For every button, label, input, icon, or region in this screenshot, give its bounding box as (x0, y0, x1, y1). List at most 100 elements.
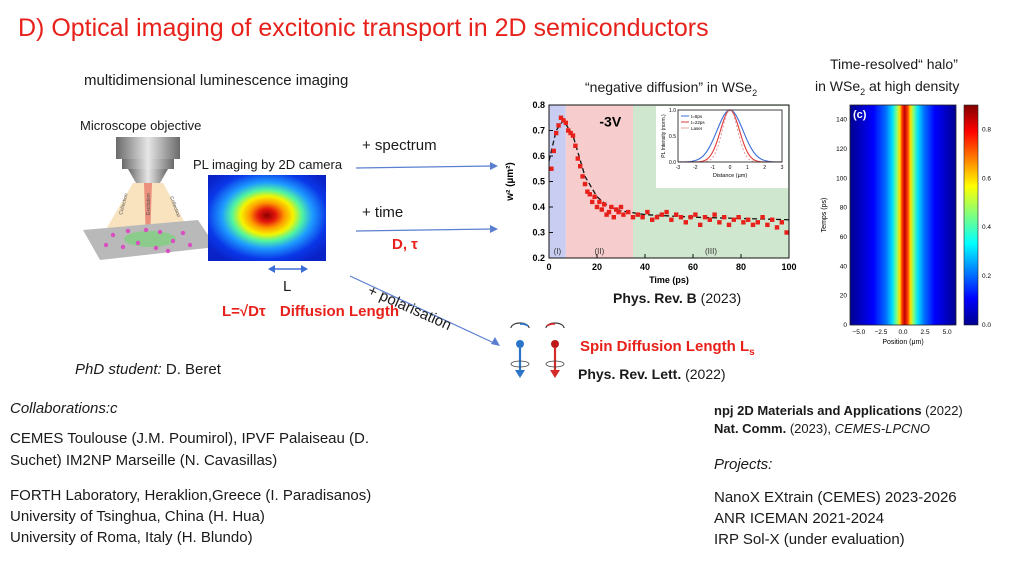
heatmap-y-tick-label: 40 (840, 263, 848, 270)
data-point (630, 215, 636, 220)
project-3: IRP Sol-X (under evaluation) (714, 531, 905, 548)
objective-ring (122, 159, 174, 169)
region-label: (I) (554, 247, 562, 256)
data-point (693, 212, 698, 217)
region-label: (III) (705, 247, 717, 256)
data-point (621, 212, 626, 217)
x-tick-label: 80 (736, 262, 746, 272)
main-chart-title-subscript: 2 (752, 87, 758, 98)
data-point (594, 204, 600, 210)
data-point (707, 217, 712, 222)
prb-journal: Phys. Rev. B (613, 290, 697, 306)
data-point (741, 220, 746, 225)
data-point (549, 166, 554, 171)
data-point (618, 204, 624, 210)
data-point (678, 215, 684, 220)
pub1-year: (2022) (921, 403, 963, 418)
microscope-illustration: Collection Excitation Collection (83, 137, 216, 260)
slide-subtitle: multidimensional luminescence imaging (84, 72, 349, 89)
data-point (582, 181, 588, 187)
data-point (611, 215, 616, 220)
region-band (565, 105, 633, 258)
inset-x-tick-label: -2 (693, 165, 698, 171)
objective-body (116, 137, 180, 159)
data-point (566, 128, 571, 133)
data-point (688, 215, 693, 220)
phd-name: D. Beret (161, 361, 221, 378)
l-scale-arrow (268, 265, 308, 273)
x-tick-label: 100 (781, 262, 796, 272)
heatmap-y-tick-label: 20 (840, 293, 848, 300)
data-point (563, 120, 568, 126)
data-point (712, 212, 717, 217)
inset-x-tick-label: 0 (729, 165, 732, 171)
prb-year: (2023) (696, 290, 742, 306)
data-point (774, 225, 780, 230)
data-point (602, 202, 607, 207)
y-tick-label: 0.8 (532, 100, 545, 110)
data-point (597, 199, 602, 205)
inset-frame (677, 109, 783, 163)
inset-legend-label: t=8ps (691, 114, 703, 119)
data-point (554, 130, 559, 136)
wse2-diffusion-chart: (I) (II) (III)0 20 40 60 80 1000.20.30.40.50.60… (505, 100, 797, 285)
data-point (570, 133, 576, 138)
inset-y-tick-label: 1.0 (669, 108, 676, 114)
pub1-journal: npj 2D Materials and Applications (714, 403, 922, 418)
prl-year: (2022) (681, 366, 726, 382)
data-point (702, 215, 708, 220)
data-point (590, 199, 595, 205)
data-point (573, 143, 578, 148)
halo-title-subscript: 2 (860, 86, 866, 97)
heatmap-y-tick-label: 120 (836, 146, 847, 153)
projects-title: Projects: (714, 456, 773, 473)
collab-line-5: University of Roma, Italy (H. Blundo) (10, 529, 253, 546)
data-point (760, 215, 765, 220)
exciton-dots (103, 227, 193, 254)
collab-line-3: FORTH Laboratory, Heraklion,Greece (I. P… (10, 487, 372, 504)
inset-y-tick-label: 0.5 (669, 134, 676, 140)
y-tick-label: 0.3 (532, 228, 545, 238)
colorbar (963, 104, 979, 326)
inset-y-axis-label: PL Intensity (norm.) (661, 114, 667, 158)
y-axis-label: w² (µm²) (505, 162, 516, 202)
inset-x-tick-label: 1 (746, 165, 749, 171)
data-point (654, 215, 660, 220)
data-point (755, 220, 760, 225)
data-point (578, 164, 583, 169)
colorbar-tick-label: 0.0 (982, 322, 991, 329)
heatmap-x-tick-label: −5.0 (852, 329, 865, 336)
data-point (568, 130, 573, 136)
heatmap-x-axis-label: Position (μm) (882, 339, 923, 346)
collab-line-2: Suchet) IM2NP Marseille (N. Cavasillas) (10, 452, 278, 469)
data-point (551, 148, 556, 154)
spin-illustration (510, 322, 565, 378)
y-tick-label: 0.2 (532, 253, 545, 263)
data-point (585, 189, 590, 194)
data-point (770, 217, 775, 222)
data-point (599, 207, 604, 212)
data-point (592, 194, 597, 199)
arrow-time-label: + time (362, 204, 404, 221)
y-tick-label: 0.5 (532, 177, 545, 187)
inset-y-tick-label: 0.0 (669, 160, 676, 166)
data-point (698, 222, 703, 228)
diffusion-length-label: Diffusion Length (279, 303, 400, 320)
data-point (683, 220, 688, 225)
data-point (640, 215, 645, 220)
microscope-label: Microscope objective (80, 118, 202, 133)
voltage-annotation: -3V (599, 114, 621, 130)
x-tick-label: 60 (688, 262, 698, 272)
beam-label-center: Excitation (146, 193, 152, 215)
x-tick-label: 20 (592, 262, 602, 272)
data-point (765, 222, 770, 228)
data-point (731, 217, 736, 222)
inset-x-tick-label: -1 (710, 165, 715, 171)
prl-journal: Phys. Rev. Lett. (578, 366, 682, 382)
spin-diffusion-subscript: s (749, 347, 755, 358)
l-symbol: L (283, 278, 292, 295)
data-point (606, 209, 612, 215)
panel-label: (c) (853, 109, 867, 121)
spin-up-icon (510, 322, 530, 378)
data-point (609, 204, 614, 210)
